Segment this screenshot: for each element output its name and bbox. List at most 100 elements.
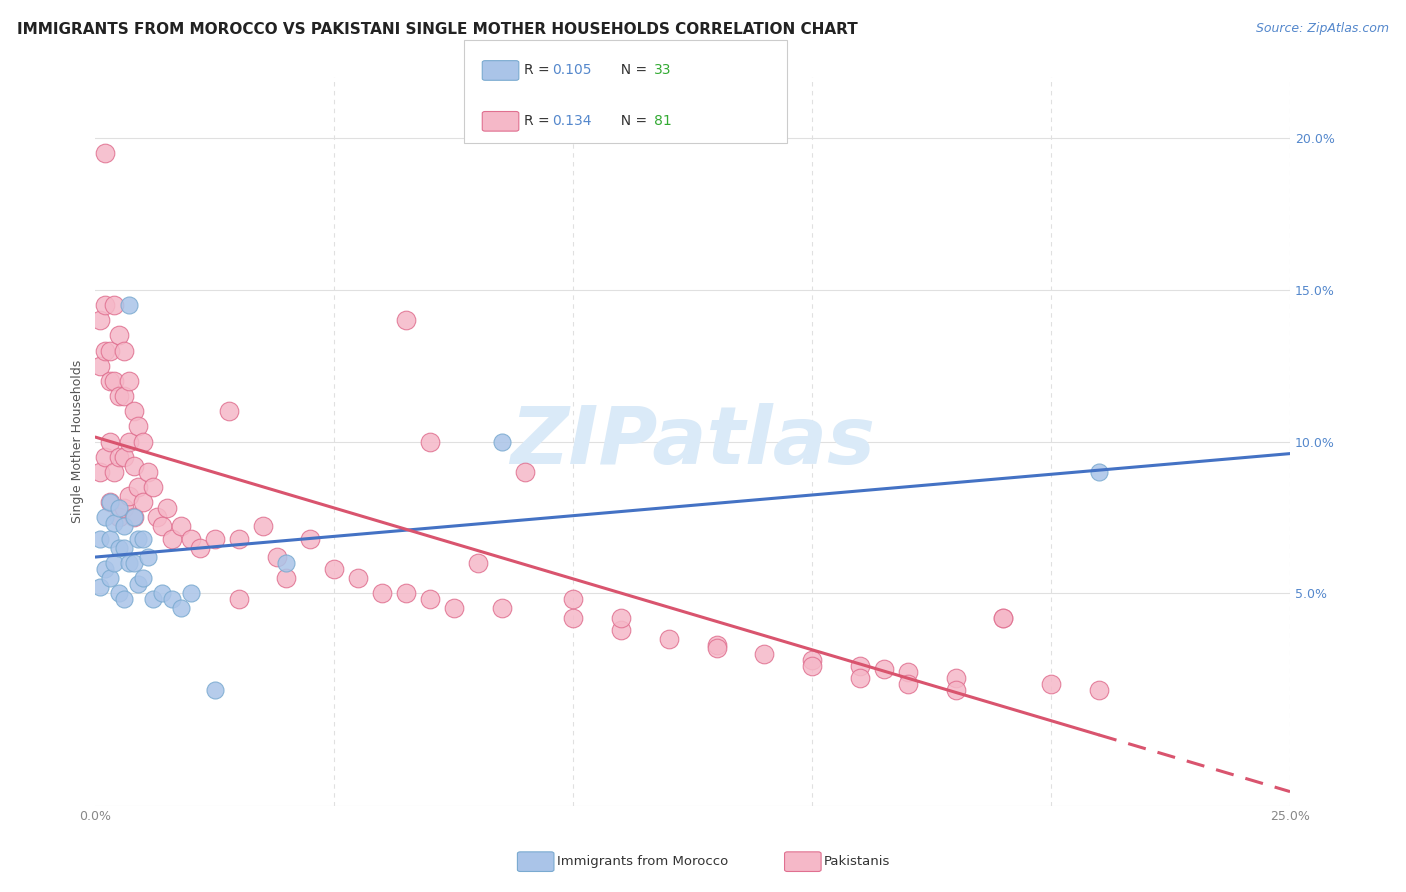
Point (108, 501, 131, 516)
Point (103, 465, 125, 479)
Point (266, 549, 288, 564)
Point (228, 532, 250, 546)
Point (801, 653, 824, 667)
Point (1088, 465, 1111, 479)
Point (127, 532, 149, 546)
Point (443, 601, 465, 615)
Point (160, 532, 183, 546)
Text: 33: 33 (654, 63, 671, 78)
Point (515, 465, 537, 479)
Point (108, 510, 131, 524)
Point (98, 532, 121, 546)
Text: ZIPatlas: ZIPatlas (510, 402, 875, 481)
Point (118, 434, 141, 449)
Point (150, 586, 173, 600)
Point (706, 638, 728, 652)
Point (132, 532, 155, 546)
Point (98, 495, 121, 509)
Point (127, 480, 149, 494)
Point (945, 671, 967, 685)
Point (754, 647, 776, 661)
Text: Source: ZipAtlas.com: Source: ZipAtlas.com (1256, 22, 1389, 36)
Point (897, 665, 920, 679)
Point (89, 465, 111, 479)
Point (98, 374, 121, 388)
Point (108, 389, 131, 403)
Point (347, 571, 370, 585)
Point (122, 556, 145, 570)
Point (98, 343, 121, 358)
Point (142, 480, 165, 494)
Point (112, 389, 135, 403)
Point (98, 495, 121, 509)
Point (89, 532, 111, 546)
Point (371, 586, 394, 600)
Point (993, 610, 1015, 624)
Text: Pakistanis: Pakistanis (824, 855, 890, 868)
Point (94, 510, 117, 524)
Point (108, 586, 131, 600)
Point (89, 359, 111, 373)
Point (127, 577, 149, 591)
Point (419, 434, 441, 449)
Point (160, 592, 183, 607)
Point (122, 510, 145, 524)
Point (299, 532, 322, 546)
Text: 0.105: 0.105 (553, 63, 592, 78)
Point (146, 510, 169, 524)
Point (170, 519, 193, 533)
Point (118, 298, 141, 312)
Point (491, 601, 513, 615)
Point (801, 659, 824, 673)
Text: Immigrants from Morocco: Immigrants from Morocco (557, 855, 728, 868)
Point (190, 541, 212, 555)
Point (136, 465, 159, 479)
Point (945, 683, 967, 698)
Point (658, 632, 681, 646)
Point (94, 450, 117, 464)
Point (218, 404, 240, 418)
Point (1088, 683, 1111, 698)
Point (103, 298, 125, 312)
Point (610, 610, 633, 624)
Point (276, 571, 298, 585)
Point (1040, 677, 1063, 691)
Point (112, 519, 135, 533)
Point (170, 601, 193, 615)
Point (89, 313, 111, 327)
Text: R =: R = (524, 114, 554, 128)
Point (103, 374, 125, 388)
Point (103, 556, 125, 570)
Point (323, 562, 346, 576)
Text: N =: N = (612, 63, 651, 78)
Point (132, 571, 155, 585)
Point (180, 586, 202, 600)
Point (180, 532, 202, 546)
Point (118, 374, 141, 388)
Text: N =: N = (612, 114, 651, 128)
Point (112, 450, 135, 464)
Point (849, 671, 872, 685)
Point (108, 541, 131, 555)
Point (112, 592, 135, 607)
Point (132, 495, 155, 509)
Point (395, 313, 418, 327)
Point (112, 501, 135, 516)
Point (122, 510, 145, 524)
Point (897, 677, 920, 691)
Point (94, 343, 117, 358)
Point (228, 592, 250, 607)
Point (122, 458, 145, 473)
Point (142, 592, 165, 607)
Point (132, 434, 155, 449)
Point (94, 562, 117, 576)
Point (156, 501, 179, 516)
Point (873, 662, 896, 676)
Point (108, 328, 131, 343)
Point (706, 640, 728, 655)
Point (103, 516, 125, 531)
Point (419, 592, 441, 607)
Point (252, 519, 274, 533)
Point (112, 343, 135, 358)
Point (562, 610, 585, 624)
